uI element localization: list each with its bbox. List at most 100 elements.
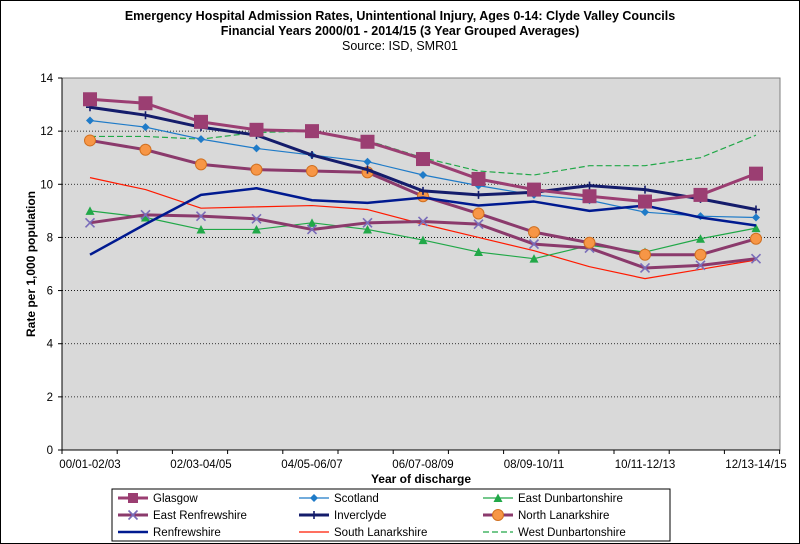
- series-south-lanarkshire: [89, 177, 757, 280]
- series-group: [83, 92, 763, 280]
- legend-label-south-lanarkshire: South Lanarkshire: [334, 527, 427, 539]
- data-point-glasgow: [693, 187, 708, 202]
- y-tick-label: 8: [47, 232, 53, 244]
- y-tick-label: 4: [47, 339, 54, 351]
- legend-label-inverclyde: Inverclyde: [334, 510, 386, 522]
- data-point-glasgow: [582, 189, 597, 204]
- data-point-east-renfrewshire: [473, 219, 484, 230]
- data-point-east-dunbartonshire: [751, 223, 761, 233]
- legend-item-east-renfrewshire: East Renfrewshire: [118, 509, 247, 522]
- legend-label-renfrewshire: Renfrewshire: [153, 527, 221, 539]
- data-point-north-lanarkshire: [528, 226, 540, 239]
- x-tick-label: 04/05-06/07: [281, 459, 342, 471]
- x-axis-label: Year of discharge: [371, 472, 471, 486]
- data-point-inverclyde: [141, 111, 150, 120]
- x-tick-label: 02/03-04/05: [170, 459, 231, 471]
- data-point-east-dunbartonshire: [85, 206, 95, 215]
- x-tick-label: 12/13-14/15: [725, 459, 786, 471]
- plot-area: [61, 77, 781, 451]
- x-tick-label: 06/07-08/09: [392, 459, 453, 471]
- data-point-north-lanarkshire: [583, 236, 596, 249]
- legend-item-north-lanarkshire: North Lanarkshire: [483, 509, 609, 522]
- legend-item-renfrewshire: Renfrewshire: [118, 527, 221, 539]
- legend-box: [111, 488, 671, 542]
- legend-marker-east-dunbartonshire: [493, 493, 503, 502]
- data-point-north-lanarkshire: [195, 158, 207, 171]
- legend-marker-scotland: [310, 494, 318, 502]
- data-point-glasgow: [416, 152, 430, 167]
- data-point-east-renfrewshire: [639, 262, 651, 274]
- legend-label-east-renfrewshire: East Renfrewshire: [153, 510, 247, 522]
- data-point-east-dunbartonshire: [529, 254, 539, 263]
- data-point-inverclyde: [752, 205, 760, 214]
- legend-marker-inverclyde: [310, 511, 318, 519]
- legend: Glasgow Scotland East Dunbartonshire East R…: [118, 493, 626, 539]
- data-point-east-renfrewshire: [695, 260, 706, 271]
- y-tick-label: 14: [40, 73, 53, 85]
- data-point-east-dunbartonshire: [696, 234, 705, 243]
- legend-label-glasgow: Glasgow: [153, 493, 198, 505]
- data-point-scotland: [752, 213, 760, 222]
- data-point-inverclyde: [363, 165, 372, 174]
- data-point-east-renfrewshire: [84, 217, 96, 228]
- series-east-renfrewshire: [84, 209, 762, 274]
- legend-item-glasgow: Glasgow: [118, 493, 198, 505]
- legend-item-east-dunbartonshire: East Dunbartonshire: [483, 493, 623, 505]
- legend-marker-north-lanarkshire: [492, 509, 504, 521]
- x-axis-ticks: 00/01-02/03 02/03-04/05 04/05-06/07 06/07-0…: [59, 450, 787, 471]
- data-point-inverclyde: [585, 181, 594, 190]
- data-point-scotland: [641, 208, 649, 217]
- data-point-scotland: [141, 123, 150, 132]
- legend-marker-glasgow: [128, 493, 138, 503]
- data-point-east-dunbartonshire: [363, 224, 372, 234]
- chart-subtitle: Financial Years 2000/01 - 2014/15 (3 Yea…: [220, 24, 580, 38]
- data-point-east-renfrewshire: [140, 209, 151, 220]
- data-point-glasgow: [194, 114, 208, 129]
- y-tick-label: 10: [40, 179, 53, 191]
- data-point-east-dunbartonshire: [418, 235, 428, 245]
- data-point-scotland: [419, 170, 427, 179]
- data-point-scotland: [363, 157, 372, 166]
- data-point-north-lanarkshire: [139, 143, 152, 156]
- data-point-east-renfrewshire: [362, 217, 373, 228]
- series-glasgow: [83, 92, 763, 209]
- legend-item-inverclyde: Inverclyde: [299, 510, 386, 522]
- data-point-glasgow: [83, 92, 97, 107]
- data-point-north-lanarkshire: [472, 207, 485, 220]
- y-tick-label: 12: [40, 126, 53, 138]
- legend-label-west-dunbartonshire: West Dunbartonshire: [518, 527, 626, 539]
- data-point-east-renfrewshire: [306, 224, 318, 235]
- legend-label-scotland: Scotland: [334, 493, 379, 505]
- y-tick-label: 0: [47, 445, 53, 457]
- x-tick-label: 08/09-10/11: [504, 459, 565, 471]
- x-tick-label: 00/01-02/03: [59, 459, 120, 471]
- series-line-south-lanarkshire: [89, 177, 757, 280]
- legend-label-east-dunbartonshire: East Dunbartonshire: [518, 493, 623, 505]
- data-point-scotland: [197, 135, 205, 144]
- data-point-east-renfrewshire: [417, 216, 429, 227]
- legend-label-north-lanarkshire: North Lanarkshire: [518, 510, 609, 522]
- data-point-east-dunbartonshire: [474, 247, 483, 257]
- data-point-scotland: [86, 116, 94, 125]
- legend-item-scotland: Scotland: [299, 493, 379, 505]
- y-tick-label: 2: [47, 392, 53, 404]
- data-point-scotland: [252, 144, 261, 153]
- data-point-north-lanarkshire: [250, 163, 263, 176]
- chart-title: Emergency Hospital Admission Rates, Unin…: [124, 9, 676, 23]
- data-point-east-dunbartonshire: [307, 218, 317, 227]
- data-point-north-lanarkshire: [750, 232, 762, 245]
- data-point-glasgow: [749, 166, 763, 181]
- y-axis-label: Rate per 1,000 population: [24, 191, 38, 337]
- legend-item-west-dunbartonshire: West Dunbartonshire: [483, 527, 626, 539]
- data-point-glasgow: [638, 194, 652, 209]
- data-point-inverclyde: [419, 186, 427, 195]
- data-point-north-lanarkshire: [639, 248, 651, 261]
- x-tick-label: 10/11-12/13: [615, 459, 676, 471]
- data-point-north-lanarkshire: [306, 165, 318, 177]
- y-tick-label: 6: [47, 286, 53, 298]
- data-point-glasgow: [138, 96, 153, 111]
- legend-item-south-lanarkshire: South Lanarkshire: [299, 527, 427, 539]
- legend-marker-east-renfrewshire: [127, 509, 139, 521]
- data-point-north-lanarkshire: [84, 134, 96, 147]
